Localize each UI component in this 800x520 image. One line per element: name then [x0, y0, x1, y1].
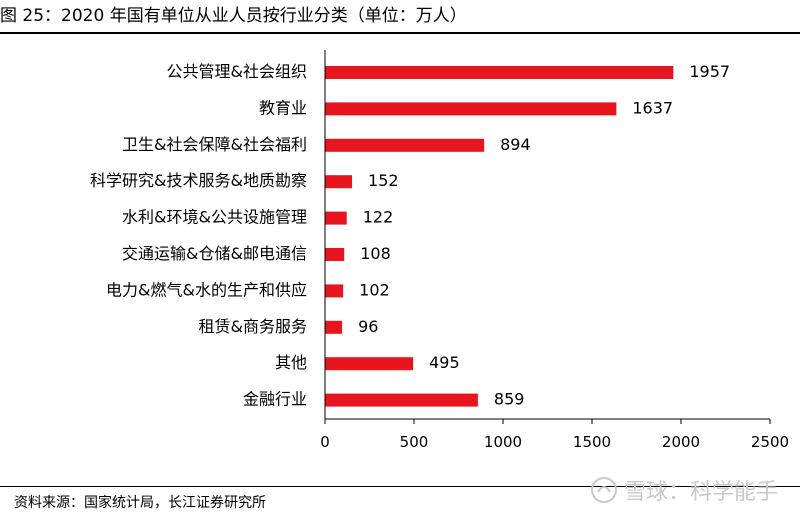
bar [325, 320, 343, 334]
bar-chart: 公共管理&社会组织 1957 教育业 1637 卫生&社会保障&社会福利 894 科学研究&… [90, 50, 789, 451]
value-label: 108 [360, 244, 391, 263]
source-note: 资料来源：国家统计局，长江证券研究所 [14, 495, 266, 511]
value-label: 152 [368, 171, 399, 190]
category-label: 金融行业 [243, 390, 307, 409]
category-label: 卫生&社会保障&社会福利 [122, 135, 307, 154]
bar [325, 284, 344, 298]
category-label: 水利&环境&公共设施管理 [122, 208, 307, 227]
value-label: 495 [429, 353, 460, 372]
x-tick-label: 2500 [751, 433, 789, 451]
snowball-logo-icon [591, 477, 617, 503]
value-label: 894 [500, 135, 531, 154]
category-label: 教育业 [259, 98, 307, 117]
value-label: 96 [358, 317, 378, 336]
category-label: 科学研究&技术服务&地质勘察 [90, 171, 307, 190]
bar [325, 393, 478, 407]
value-label: 1637 [632, 98, 673, 117]
bar [325, 175, 353, 189]
title-rule [0, 32, 800, 34]
category-label: 租赁&商务服务 [199, 317, 307, 336]
category-label: 电力&燃气&水的生产和供应 [106, 280, 307, 299]
bar [325, 66, 674, 79]
category-label: 交通运输&仓储&邮电通信 [122, 244, 307, 263]
category-label: 公共管理&社会组织 [167, 62, 307, 81]
x-tick-label: 500 [400, 433, 429, 451]
value-label: 1957 [689, 62, 730, 81]
bar [325, 357, 414, 371]
x-tick-label: 1500 [573, 433, 611, 451]
value-label: 859 [494, 390, 525, 409]
bar [325, 138, 485, 152]
x-tick-label: 1000 [484, 433, 522, 451]
source-rule [0, 486, 800, 487]
x-tick-label: 0 [320, 433, 330, 451]
bar [325, 211, 347, 225]
bar [325, 102, 617, 116]
category-label: 其他 [275, 353, 307, 372]
value-label: 102 [359, 280, 390, 299]
value-label: 122 [363, 208, 394, 227]
x-tick-label: 2000 [662, 433, 700, 451]
bar [325, 248, 345, 261]
figure-title: 图 25：2020 年国有单位从业人员按行业分类（单位：万人） [0, 6, 467, 26]
